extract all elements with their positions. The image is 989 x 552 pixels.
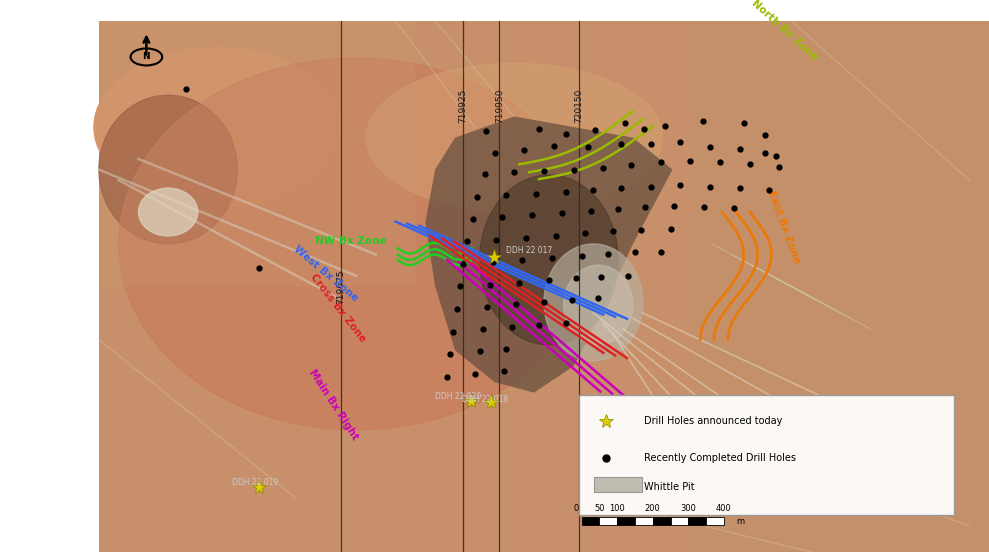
Bar <box>617 517 635 525</box>
Ellipse shape <box>119 58 593 430</box>
Ellipse shape <box>138 188 198 236</box>
Ellipse shape <box>99 95 237 244</box>
Text: DDH 22 017: DDH 22 017 <box>506 246 553 255</box>
Text: Main Bx Right: Main Bx Right <box>307 367 360 442</box>
Text: DDH 22 020: DDH 22 020 <box>435 392 482 401</box>
Bar <box>599 517 617 525</box>
Text: 719925: 719925 <box>458 89 468 123</box>
Bar <box>99 21 415 286</box>
Text: DDH 22 018: DDH 22 018 <box>462 395 508 404</box>
Text: N: N <box>142 52 150 61</box>
Text: East Bx Zone: East Bx Zone <box>766 189 802 264</box>
Bar <box>688 517 706 525</box>
FancyBboxPatch shape <box>579 395 954 515</box>
Text: 0: 0 <box>574 504 580 513</box>
Text: m: m <box>736 517 744 526</box>
Bar <box>706 517 724 525</box>
Bar <box>671 517 688 525</box>
Text: NW Bx Zone: NW Bx Zone <box>315 236 386 246</box>
Text: Recently Completed Drill Holes: Recently Completed Drill Holes <box>644 453 796 463</box>
Bar <box>582 517 599 525</box>
Text: 50: 50 <box>594 504 604 513</box>
Text: Drill Holes announced today: Drill Holes announced today <box>644 416 782 426</box>
Text: 200: 200 <box>645 504 661 513</box>
Text: Whittle Pit: Whittle Pit <box>644 482 694 492</box>
Ellipse shape <box>564 265 633 345</box>
Text: 400: 400 <box>716 504 732 513</box>
Ellipse shape <box>94 47 341 207</box>
Text: 720150: 720150 <box>574 89 584 123</box>
Text: North Bx Zone: North Bx Zone <box>750 0 820 63</box>
Bar <box>594 477 642 492</box>
Ellipse shape <box>366 63 663 212</box>
Bar <box>653 517 671 525</box>
Polygon shape <box>425 116 673 392</box>
Text: DDH 22 019: DDH 22 019 <box>232 479 279 487</box>
Text: 100: 100 <box>609 504 625 513</box>
Text: West Bx Zone: West Bx Zone <box>292 244 360 303</box>
Text: 719950: 719950 <box>494 88 504 123</box>
Ellipse shape <box>480 175 618 345</box>
Text: 300: 300 <box>680 504 696 513</box>
Text: 719675: 719675 <box>336 269 346 304</box>
Bar <box>635 517 653 525</box>
Ellipse shape <box>544 244 643 361</box>
Bar <box>692 21 989 552</box>
Text: Cross Bx Zone: Cross Bx Zone <box>309 272 368 344</box>
